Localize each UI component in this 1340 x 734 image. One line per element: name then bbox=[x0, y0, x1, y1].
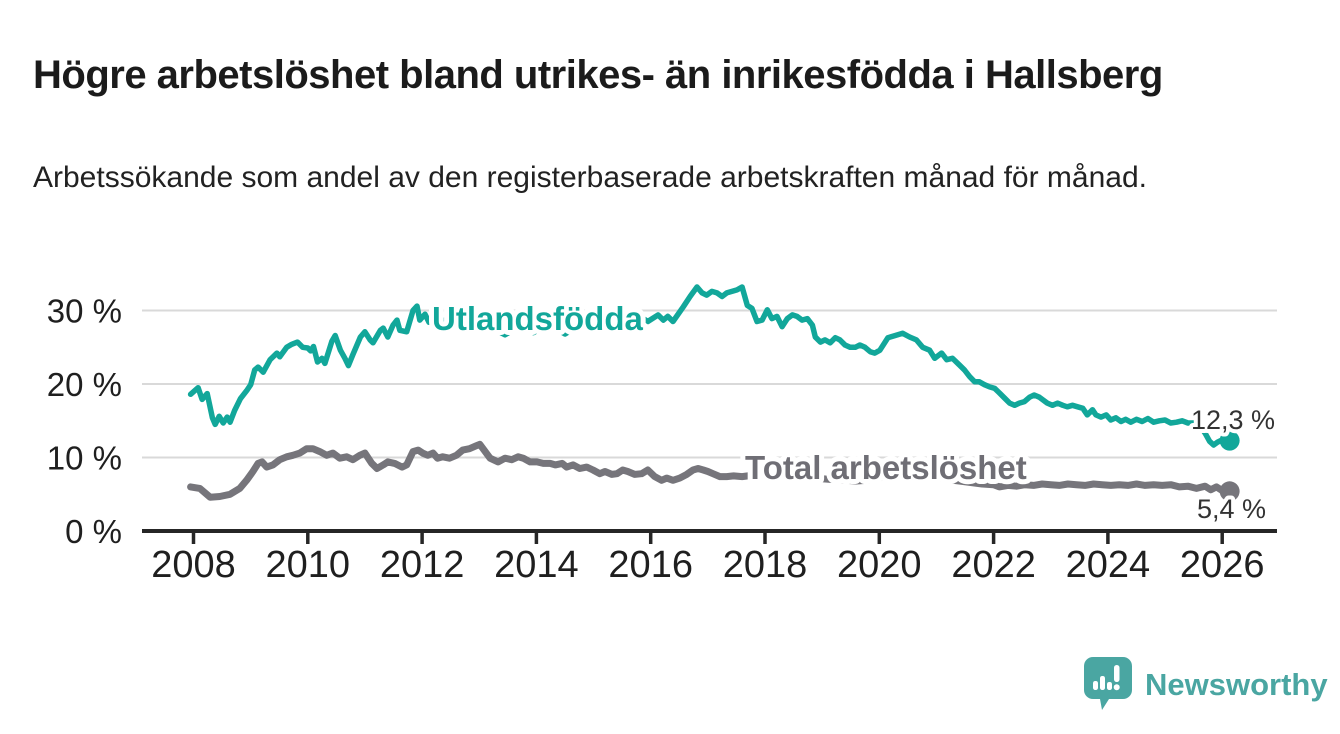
page-title: Högre arbetslöshet bland utrikes- än inr… bbox=[33, 52, 1163, 97]
x-tick-label: 2010 bbox=[266, 544, 351, 586]
series-end-dot-0 bbox=[1219, 430, 1240, 451]
series-line-0 bbox=[187, 284, 1233, 448]
series-line-1 bbox=[187, 440, 1234, 501]
y-tick-label: 0 % bbox=[65, 513, 122, 550]
series-end-dot-1 bbox=[1219, 481, 1240, 502]
series-label-utlandsfodda: Utlandsfödda bbox=[432, 300, 643, 337]
logo-bars bbox=[1093, 665, 1120, 691]
x-tick-label: 2022 bbox=[951, 544, 1036, 586]
x-tick-label: 2024 bbox=[1066, 544, 1151, 586]
series-label-total-arbetsloshet: Total arbetslöshet bbox=[745, 449, 1027, 486]
newsworthy-logo-icon bbox=[1084, 657, 1132, 710]
x-tick-label: 2016 bbox=[608, 544, 693, 586]
x-tick-label: 2026 bbox=[1180, 544, 1265, 586]
x-tick-label: 2008 bbox=[151, 544, 236, 586]
x-tick-label: 2020 bbox=[837, 544, 922, 586]
y-tick-label: 20 % bbox=[47, 366, 122, 403]
x-tick-label: 2014 bbox=[494, 544, 579, 586]
y-tick-label: 30 % bbox=[47, 293, 122, 330]
newsworthy-logo: Newsworthy bbox=[1083, 656, 1328, 714]
y-tick-label: 10 % bbox=[47, 440, 122, 477]
chart-subtitle: Arbetssökande som andel av den registerb… bbox=[33, 161, 1147, 194]
chart-annotations: Utlandsfödda Total arbetslöshet 12,3 % 5… bbox=[427, 295, 1279, 528]
plot-layer: 0 % 10 % 20 % 30 % 2008 2010 2012 2014 2016 2018 2… bbox=[47, 284, 1277, 586]
x-tick-label: 2012 bbox=[380, 544, 465, 586]
end-value-label-total: 5,4 % bbox=[1197, 494, 1266, 524]
x-tick-label: 2018 bbox=[723, 544, 808, 586]
end-value-label-utlandsfodda: 12,3 % bbox=[1191, 405, 1275, 435]
newsworthy-logo-text: Newsworthy bbox=[1145, 667, 1328, 702]
